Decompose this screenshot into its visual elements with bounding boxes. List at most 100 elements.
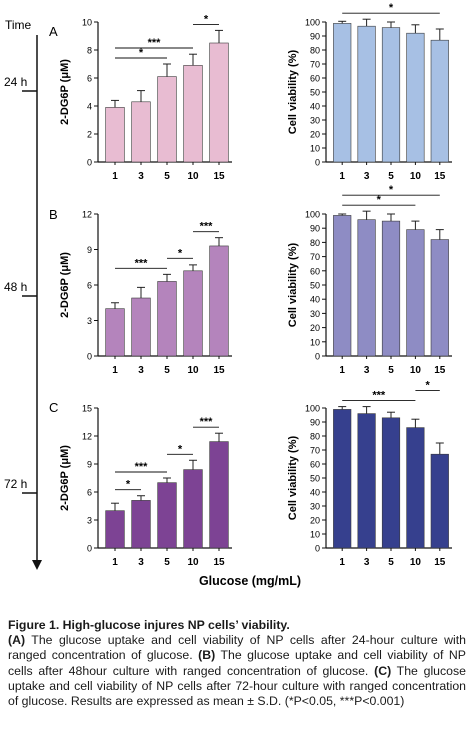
y-tick-label: 0 [315,544,320,554]
bar [183,469,203,549]
x-tick-label: 1 [339,171,345,182]
bar [209,42,229,163]
y-tick-label: 70 [310,446,320,456]
y-tick-label: 6 [87,281,92,291]
x-tick-label: 3 [138,171,144,182]
y-tick-label: 100 [305,210,320,220]
bar [430,239,449,357]
y-axis-label: Cell viability (%) [287,435,299,520]
y-tick-label: 50 [310,88,320,98]
significance-label: *** [135,461,149,473]
significance-label: * [425,380,430,392]
bar [131,297,151,357]
caption-text-a: The glucose uptake and cell viability of… [8,633,466,663]
significance-label: *** [372,390,386,402]
x-tick-label: 5 [164,557,170,568]
bar [357,219,376,357]
y-axis-label: 2-DG6P (μM) [59,59,71,125]
x-tick-label: 15 [434,557,446,568]
bar [157,482,177,549]
figure-caption: Figure 1. High-glucose injures NP cells’… [8,618,466,709]
y-tick-label: 100 [305,18,320,28]
chart-b-viability: 0 10 20 30 40 50 60 70 80 90 100 Cell viability (%)… [287,184,452,376]
y-tick-label: 30 [310,116,320,126]
bar [381,220,401,357]
y-tick-label: 3 [87,316,92,326]
y-tick-label: 60 [310,460,320,470]
y-tick-label: 30 [310,502,320,512]
x-tick-label: 1 [112,557,118,568]
significance-label: *** [200,221,214,233]
y-axis-label: Cell viability (%) [287,242,299,327]
y-tick-label: 3 [87,516,92,526]
bar [105,107,125,163]
bar [333,409,352,549]
time-label-48h: 48 h [4,280,27,294]
y-tick-label: 6 [87,74,92,84]
y-tick-label: 50 [310,281,320,291]
x-tick-label: 1 [339,557,345,568]
significance-label: * [204,13,209,25]
panel-letter-b: B [49,207,58,222]
time-label-72h: 72 h [4,477,27,491]
timeline-arrowhead [32,560,42,570]
x-tick-label: 3 [364,171,370,182]
y-tick-label: 40 [310,295,320,305]
x-axis-title: Glucose (mg/mL) [199,574,301,588]
y-tick-label: 60 [310,266,320,276]
significance-label: * [139,47,144,59]
bar [209,245,229,357]
significance-label: *** [200,416,214,428]
y-tick-label: 80 [310,238,320,248]
y-tick-label: 10 [82,18,92,28]
x-tick-label: 5 [164,171,170,182]
y-tick-label: 100 [305,404,320,414]
y-tick-label: 12 [82,210,92,220]
bar [105,510,125,549]
y-tick-label: 10 [310,530,320,540]
y-tick-label: 90 [310,32,320,42]
significance-label: * [389,184,394,196]
x-tick-label: 3 [138,557,144,568]
x-tick-label: 5 [388,171,394,182]
bar [406,427,425,549]
x-tick-label: 5 [388,557,394,568]
caption-label-c: (C) [374,663,392,678]
y-tick-label: 0 [315,158,320,168]
y-tick-label: 6 [87,488,92,498]
y-tick-label: 70 [310,252,320,262]
panel-letter-c: C [49,400,58,415]
x-tick-label: 3 [364,557,370,568]
caption-label-b: (B) [198,648,216,663]
bar [406,32,425,163]
y-tick-label: 4 [87,102,92,112]
y-tick-label: 0 [87,544,92,554]
x-tick-label: 3 [364,365,370,376]
bar [430,453,449,549]
time-label-24h: 24 h [4,75,27,89]
y-tick-label: 8 [87,46,92,56]
bar [357,413,376,549]
y-tick-label: 10 [310,144,320,154]
y-tick-label: 90 [310,224,320,234]
y-axis-label: 2-DG6P (μM) [59,252,71,318]
significance-label: * [389,2,394,14]
caption-label-a: (A) [8,633,26,648]
caption-title: Figure 1. High-glucose injures NP cells’… [8,618,290,632]
x-tick-label: 3 [138,365,144,376]
significance-label: * [178,443,183,455]
x-tick-label: 15 [213,365,225,376]
bar [105,308,125,357]
caption-text-c: The glucose uptake and cell viability of… [8,663,466,709]
y-tick-label: 0 [87,158,92,168]
figure-canvas: Time 24 h 48 h 72 h A B C 02468102-DG6P … [4,2,452,588]
x-tick-label: 15 [213,557,225,568]
y-tick-label: 20 [310,130,320,140]
timeline: Time 24 h 48 h 72 h [4,18,42,570]
y-tick-label: 40 [310,488,320,498]
bar [333,215,352,357]
x-tick-label: 10 [187,171,199,182]
